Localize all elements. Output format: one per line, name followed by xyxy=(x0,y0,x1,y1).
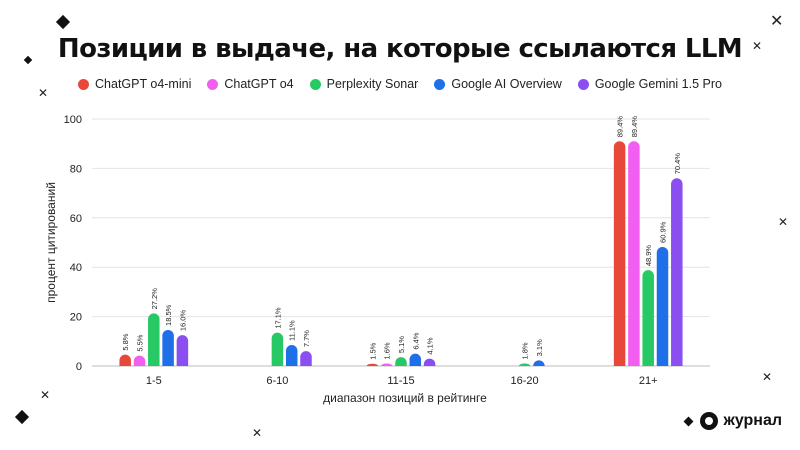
y-tick-label: 80 xyxy=(70,163,82,175)
legend-item-chatgpt-o4-mini: ChatGPT o4-mini xyxy=(78,77,191,91)
bar xyxy=(671,178,683,366)
bar xyxy=(119,354,131,366)
x-axis-label: диапазон позиций в рейтинге xyxy=(323,391,487,405)
data-label: 3.1% xyxy=(535,339,544,356)
bar xyxy=(176,335,189,366)
bar xyxy=(271,332,284,366)
data-label: 60.9% xyxy=(659,221,668,243)
data-label: 5.1% xyxy=(397,336,406,353)
bar xyxy=(133,355,146,366)
data-label: 1.5% xyxy=(368,342,377,359)
bar xyxy=(409,353,422,366)
legend-marker-icon xyxy=(309,78,321,90)
x-tick-label: 16-20 xyxy=(511,375,539,387)
data-label: 4.1% xyxy=(426,337,435,354)
data-label: 17.1% xyxy=(273,307,282,329)
data-label: 5.8% xyxy=(121,333,130,350)
chart-title: Позиции в выдаче, на которые ссылаются L… xyxy=(57,34,743,64)
data-label: 89.4% xyxy=(630,116,639,138)
data-label: 6.4% xyxy=(411,332,420,349)
data-label: 1.8% xyxy=(521,342,530,359)
bar xyxy=(423,358,436,366)
legend-item-chatgpt-o4: ChatGPT o4 xyxy=(207,77,294,91)
legend-label: ChatGPT o4 xyxy=(224,77,294,91)
bar xyxy=(162,329,174,366)
x-tick-label: 6-10 xyxy=(266,375,288,387)
bar xyxy=(533,360,545,366)
decorative-sparkle-icon: ✕ xyxy=(38,86,49,100)
data-label: 5.5% xyxy=(136,334,145,351)
decorative-sparkle-icon: ✕ xyxy=(752,39,763,53)
legend-label: Google AI Overview xyxy=(451,77,562,91)
data-label: 11.1% xyxy=(288,320,297,341)
y-tick-label: 0 xyxy=(76,361,82,373)
y-tick-label: 40 xyxy=(70,262,82,274)
y-tick-label: 60 xyxy=(70,213,82,225)
brand-name: журнал xyxy=(723,412,782,429)
brand-logo: журнал xyxy=(700,412,782,430)
bar xyxy=(656,246,669,366)
legend-marker-icon xyxy=(78,78,90,90)
legend-marker-icon xyxy=(207,78,219,90)
decorative-sparkle-icon: ✕ xyxy=(40,388,51,402)
bar xyxy=(380,363,393,366)
bar xyxy=(300,351,312,366)
data-label: 18.5% xyxy=(164,304,173,326)
bar xyxy=(518,363,531,366)
legend-label: Perplexity Sonar xyxy=(326,77,419,91)
data-label: 89.4% xyxy=(616,116,625,138)
bar xyxy=(366,363,379,366)
legend-label: ChatGPT o4-mini xyxy=(95,77,192,91)
legend-item-perplexity-sonar: Perplexity Sonar xyxy=(309,77,419,91)
x-tick-label: 21+ xyxy=(639,375,658,387)
x-tick-label: 1-5 xyxy=(146,375,162,387)
data-label: 48.9% xyxy=(644,245,653,267)
data-label: 1.6% xyxy=(383,342,392,359)
decorative-sparkle-icon: ✕ xyxy=(252,426,263,440)
bar xyxy=(613,141,626,366)
chart-legend: ChatGPT o4-mini ChatGPT o4 Perplexity So… xyxy=(0,77,800,91)
decorative-sparkle-icon: ✕ xyxy=(770,13,784,30)
data-label: 7.7% xyxy=(302,330,311,347)
data-label: 16.0% xyxy=(178,310,187,332)
y-tick-label: 100 xyxy=(64,114,82,126)
legend-marker-icon xyxy=(434,78,446,90)
bar xyxy=(285,345,298,366)
legend-item-google-ai-overview: Google AI Overview xyxy=(434,77,562,91)
x-tick-label: 11-15 xyxy=(387,375,414,387)
bar xyxy=(628,141,640,366)
bar xyxy=(395,357,407,366)
data-label: 70.4% xyxy=(673,153,682,175)
legend-marker-icon xyxy=(577,78,589,90)
brand-logo-icon xyxy=(700,412,719,430)
decorative-sparkle-icon: ✕ xyxy=(762,370,773,384)
legend-label: Google Gemini 1.5 Pro xyxy=(594,77,722,91)
y-tick-label: 20 xyxy=(70,312,82,324)
decorative-sparkle-icon: ✕ xyxy=(778,215,789,229)
legend-item-google-gemini: Google Gemini 1.5 Pro xyxy=(577,77,722,91)
bar xyxy=(148,313,160,366)
data-label: 27.2% xyxy=(150,288,159,310)
bar xyxy=(642,270,654,366)
y-axis-label: процент цитирований xyxy=(44,182,58,303)
